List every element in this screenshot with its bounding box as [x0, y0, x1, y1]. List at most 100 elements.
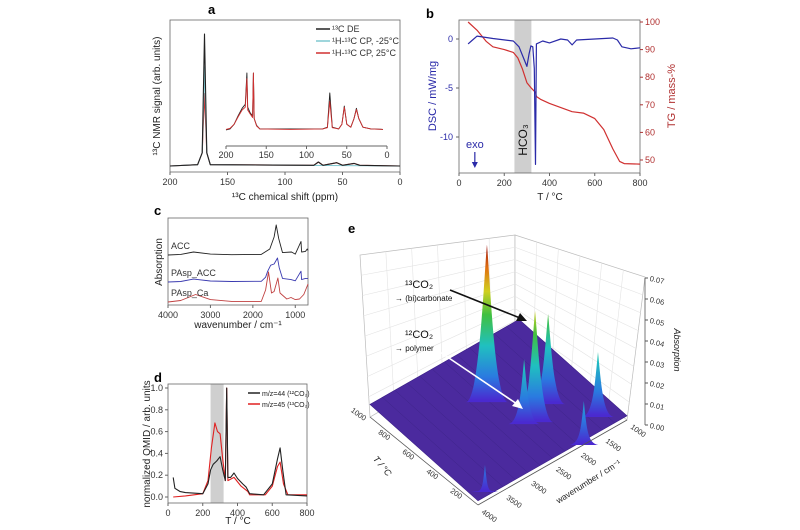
legend-label: ¹H-¹³C CP, 25°C — [332, 48, 396, 58]
wall-grid-line — [608, 269, 624, 406]
ir-line-pasp_ca — [167, 271, 309, 303]
t-axis — [369, 416, 479, 506]
x-tick-label: 800 — [632, 178, 647, 188]
y-axis-label: normalized QMID / arb. units — [142, 380, 153, 507]
surface-ridge — [431, 368, 541, 466]
surface-ridge — [407, 382, 516, 480]
inset-tick-label: 100 — [299, 150, 314, 160]
ir-line-pasp_acc — [167, 257, 308, 283]
t-tick-label: 1000 — [349, 406, 368, 423]
surface-peak — [531, 313, 566, 405]
surface-peak — [516, 310, 554, 423]
y-tick-label: 0.8 — [150, 405, 163, 415]
inset-series-line — [225, 72, 384, 131]
z-tick-label: 0.03 — [649, 358, 665, 370]
inset-tick-label: 50 — [342, 150, 352, 160]
surface-peak — [582, 351, 614, 417]
wall-grid-line — [570, 255, 581, 377]
wall-grid-line — [463, 241, 467, 362]
hco3-band — [514, 20, 532, 173]
legend-label: ¹³C DE — [332, 24, 360, 34]
panel-d-qmid-chart: 0 200 400 600 800 0.0 0.2 0.4 0.6 0.8 1.0 m/z=44 (¹… — [142, 380, 315, 527]
exo-arrow-icon — [471, 162, 478, 168]
ir-line-acc — [167, 224, 309, 256]
y-tick-label: -10 — [440, 132, 453, 142]
wavenumber-tick-label: 3000 — [530, 479, 549, 496]
x-axis-label: T / °C — [537, 192, 562, 203]
wavenumber-axis — [477, 419, 628, 506]
y-axis-label: ¹³C NMR signal (arb. units) — [152, 37, 163, 156]
panel-label-a: a — [208, 2, 216, 17]
y-right-tick-label: 80 — [645, 72, 655, 82]
tg-line — [467, 21, 641, 165]
y-right-axis-label: TG / mass-% — [666, 64, 678, 128]
exo-label: exo — [466, 139, 484, 151]
surface-ridge — [456, 354, 566, 452]
peak-shape — [466, 244, 508, 403]
inset-series-line — [225, 72, 384, 130]
x-axis-label: T / °C — [225, 516, 250, 527]
surface-ridge — [444, 361, 553, 459]
panel-label-b: b — [426, 6, 434, 21]
x-tick-label: 400 — [230, 508, 245, 518]
legend-label: m/z=45 (¹³CO₂) — [262, 402, 310, 409]
y-axis-label: Absorption — [154, 238, 165, 286]
x-tick-label: 0 — [165, 508, 170, 518]
annotation-13co2-text: → (bi)carbonate — [395, 294, 453, 303]
y-axis-label: DSC / mW/mg — [427, 61, 439, 131]
annotation-12co2-text: → polymer — [395, 344, 434, 353]
wall-grid-line — [385, 251, 395, 404]
panel-label-c: c — [154, 203, 161, 218]
x-tick-label: 2000 — [243, 310, 263, 320]
series-label: PAsp_Ca — [171, 288, 208, 298]
wall-grid-line — [552, 248, 559, 363]
surface-ridge — [419, 375, 528, 473]
peak-shape — [582, 351, 614, 417]
wall-grid-line — [589, 262, 602, 392]
x-tick-label: 0 — [397, 177, 402, 187]
peak-shape — [508, 359, 540, 425]
x-tick-label: 800 — [299, 508, 314, 518]
panel-label-d: d — [154, 370, 162, 385]
annotation-13co2-title: ¹³CO₂ — [405, 279, 433, 291]
surface-peak — [569, 400, 599, 445]
x-tick-label: 4000 — [158, 310, 178, 320]
t-tick-label: 200 — [449, 486, 464, 501]
peak-shape — [471, 464, 499, 493]
annotation-12co2-title: ¹²CO₂ — [405, 329, 433, 341]
arrow-head-icon — [512, 399, 523, 409]
y-right-tick-label: 70 — [645, 100, 655, 110]
legend-label: m/z=44 (¹²CO₂) — [262, 391, 310, 398]
inset-tick-label: 200 — [218, 150, 233, 160]
series-label: ACC — [171, 241, 191, 251]
y-right-tick-label: 90 — [645, 45, 655, 55]
x-axis-label: wavenumber / cm⁻¹ — [193, 320, 282, 331]
shaded-band — [210, 384, 224, 503]
y-tick-label: -5 — [445, 83, 453, 93]
t-axis-label: T / °C — [371, 454, 394, 479]
arrow-head-icon — [516, 313, 527, 321]
t-tick-label: 600 — [401, 447, 416, 462]
y-right-tick-label: 50 — [645, 155, 655, 165]
x-tick-label: 150 — [220, 177, 235, 187]
band-label: HCO₃ — [516, 124, 530, 156]
x-tick-label: 600 — [265, 508, 280, 518]
x-tick-label: 50 — [337, 177, 347, 187]
wavenumber-tick-label: 2500 — [554, 465, 573, 482]
z-tick-label: 0.01 — [649, 400, 665, 412]
z-tick-label: 0.00 — [649, 421, 665, 433]
z-tick-label: 0.05 — [649, 316, 665, 328]
z-axis-label: Absorption — [672, 327, 682, 371]
series-line — [169, 33, 401, 167]
surface-ridge — [382, 397, 491, 494]
wall-grid-line — [411, 248, 419, 390]
x-tick-label: 200 — [162, 177, 177, 187]
series-label: PAsp_ACC — [171, 268, 216, 278]
y-tick-label: 0 — [448, 34, 453, 44]
y-tick-label: 1.0 — [150, 383, 163, 393]
x-tick-label: 100 — [277, 177, 292, 187]
x-tick-label: 600 — [587, 178, 602, 188]
peak-shape — [569, 400, 599, 445]
legend-label: ¹H-¹³C CP, -25°C — [332, 36, 399, 46]
